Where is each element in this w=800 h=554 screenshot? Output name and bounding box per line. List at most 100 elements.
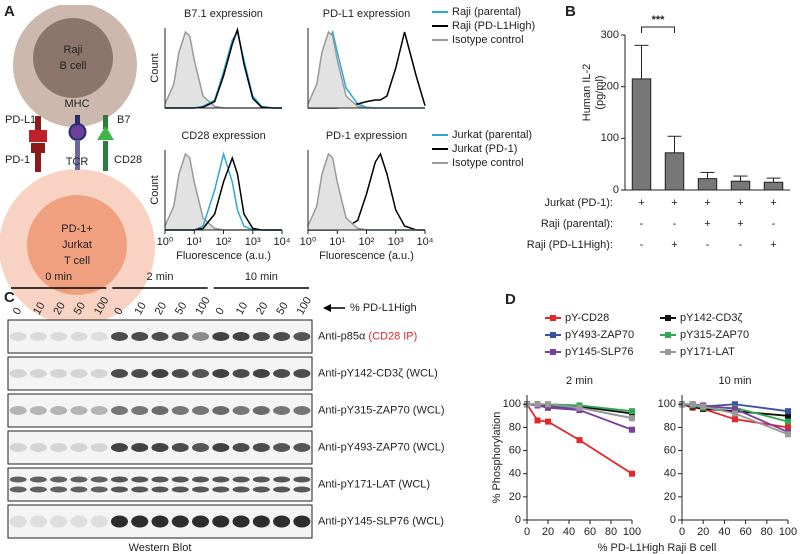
panel-label: C [4,289,15,306]
label: MHC [64,98,89,110]
band [212,369,230,378]
x-tick-label: 10¹ [186,236,202,248]
band [192,443,210,452]
band [50,486,68,493]
label: B7 [117,114,130,126]
x-tick-label: 10² [216,236,232,248]
band [212,406,230,415]
condition-sign: + [704,197,710,209]
band [192,476,210,483]
lane-label: 100 [193,295,213,317]
chart-title: 10 min [718,375,751,387]
band [192,515,210,528]
band [90,332,108,341]
band [293,406,311,415]
label: PD-1+ [61,223,93,235]
x-tick-label: 10⁰ [157,236,174,248]
band [70,486,88,493]
band [151,369,169,378]
blot-label: Anti-pY142-CD3ζ (WCL) [318,367,438,379]
source: (WCL) [413,441,445,453]
band [70,515,88,528]
band [171,443,189,452]
band [171,332,189,341]
band [212,476,230,483]
band [50,476,68,483]
legend-label: Jurkat (parental) [452,129,532,141]
condition-sign: - [739,239,743,251]
chart-title: PD-1 expression [326,130,407,142]
marker [732,410,738,417]
blot-strip [7,467,313,502]
band [273,369,291,378]
pd-1 [35,152,41,172]
band [110,476,128,483]
band [252,486,270,493]
legend-swatch [550,349,556,355]
mhc [68,123,87,141]
band [273,476,291,483]
y-tick-label: 100 [658,398,676,410]
x-axis-label: % PD-L1High Raji B cell [598,542,717,554]
marker [576,437,583,444]
marker [785,408,791,415]
source: (WCL) [412,515,444,527]
band [293,486,311,493]
lane-label: 50 [274,300,291,317]
band [212,515,230,528]
x-tick-label: 80 [605,526,617,538]
marker [576,404,583,411]
band [90,476,108,483]
band [212,486,230,493]
marker [534,401,541,408]
band [252,406,270,415]
band [151,332,169,341]
band [293,443,311,452]
chart-title: CD28 expression [181,130,265,142]
band [9,443,27,452]
pd-l1 [35,116,41,138]
x-axis-label: Fluorescence (a.u.) [176,250,271,262]
x-tick-label: 10³ [245,236,261,248]
x-tick-label: 40 [718,526,730,538]
condition-sign: + [737,218,743,230]
band [273,515,291,528]
marker [785,431,791,438]
x-tick-label: 10¹ [329,236,345,248]
legend-label: pY-CD28 [565,312,609,324]
area [165,32,282,108]
antibody: Anti-p85α [318,330,366,342]
label: TCR [66,156,89,168]
mhc [75,115,80,127]
band [110,332,128,341]
marker [785,418,791,425]
marker [785,424,791,431]
y-tick-label: 60 [664,444,676,456]
y-tick-label: 40 [664,468,676,480]
condition-sign: - [640,239,644,251]
band [293,369,311,378]
x-tick-label: 60 [584,526,596,538]
band [110,486,128,493]
band [90,515,108,528]
band [192,332,210,341]
area [165,154,282,230]
legend-swatch [550,332,556,338]
label: CD28 [114,154,142,166]
band [70,369,88,378]
y-tick-label: 60 [509,444,521,456]
raji-nucleus [33,18,113,98]
band [252,369,270,378]
legend-label: pY315-ZAP70 [680,329,749,341]
x-tick-label: 10⁰ [300,236,317,248]
band [110,515,128,528]
x-tick-label: 10⁴ [274,236,291,248]
x-tick-label: 80 [761,526,773,538]
band [50,332,68,341]
band [70,476,88,483]
condition-sign: - [706,239,710,251]
x-tick-label: 20 [542,526,554,538]
band [232,332,250,341]
band [273,332,291,341]
band [171,369,189,378]
